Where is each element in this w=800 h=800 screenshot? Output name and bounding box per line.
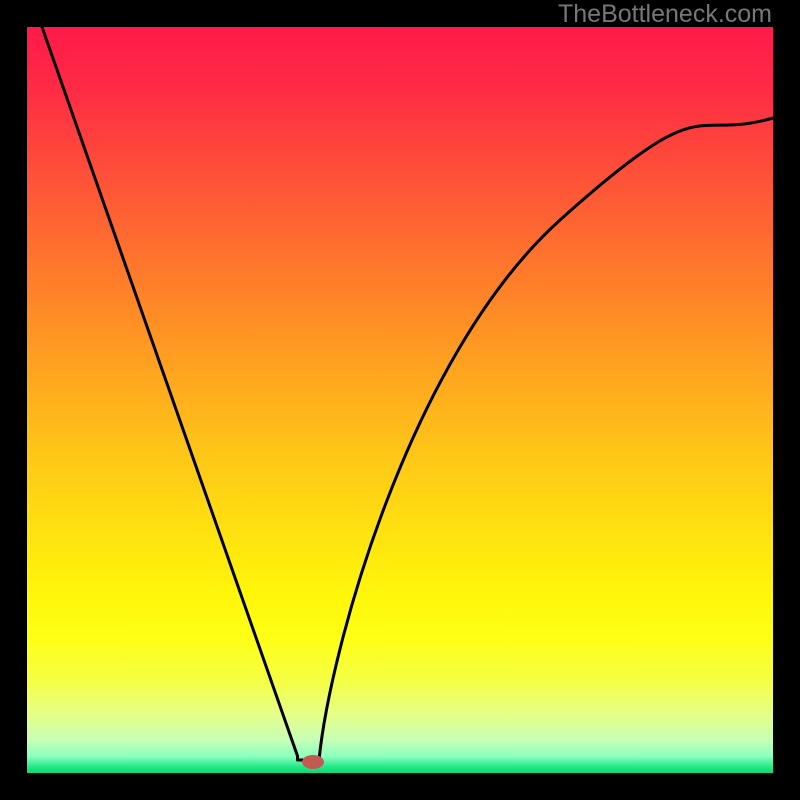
border-bottom bbox=[0, 773, 800, 800]
plot-area bbox=[27, 27, 773, 773]
border-right bbox=[773, 0, 800, 800]
chart-frame: TheBottleneck.com bbox=[0, 0, 800, 800]
border-left bbox=[0, 0, 27, 800]
watermark-text: TheBottleneck.com bbox=[558, 0, 772, 29]
